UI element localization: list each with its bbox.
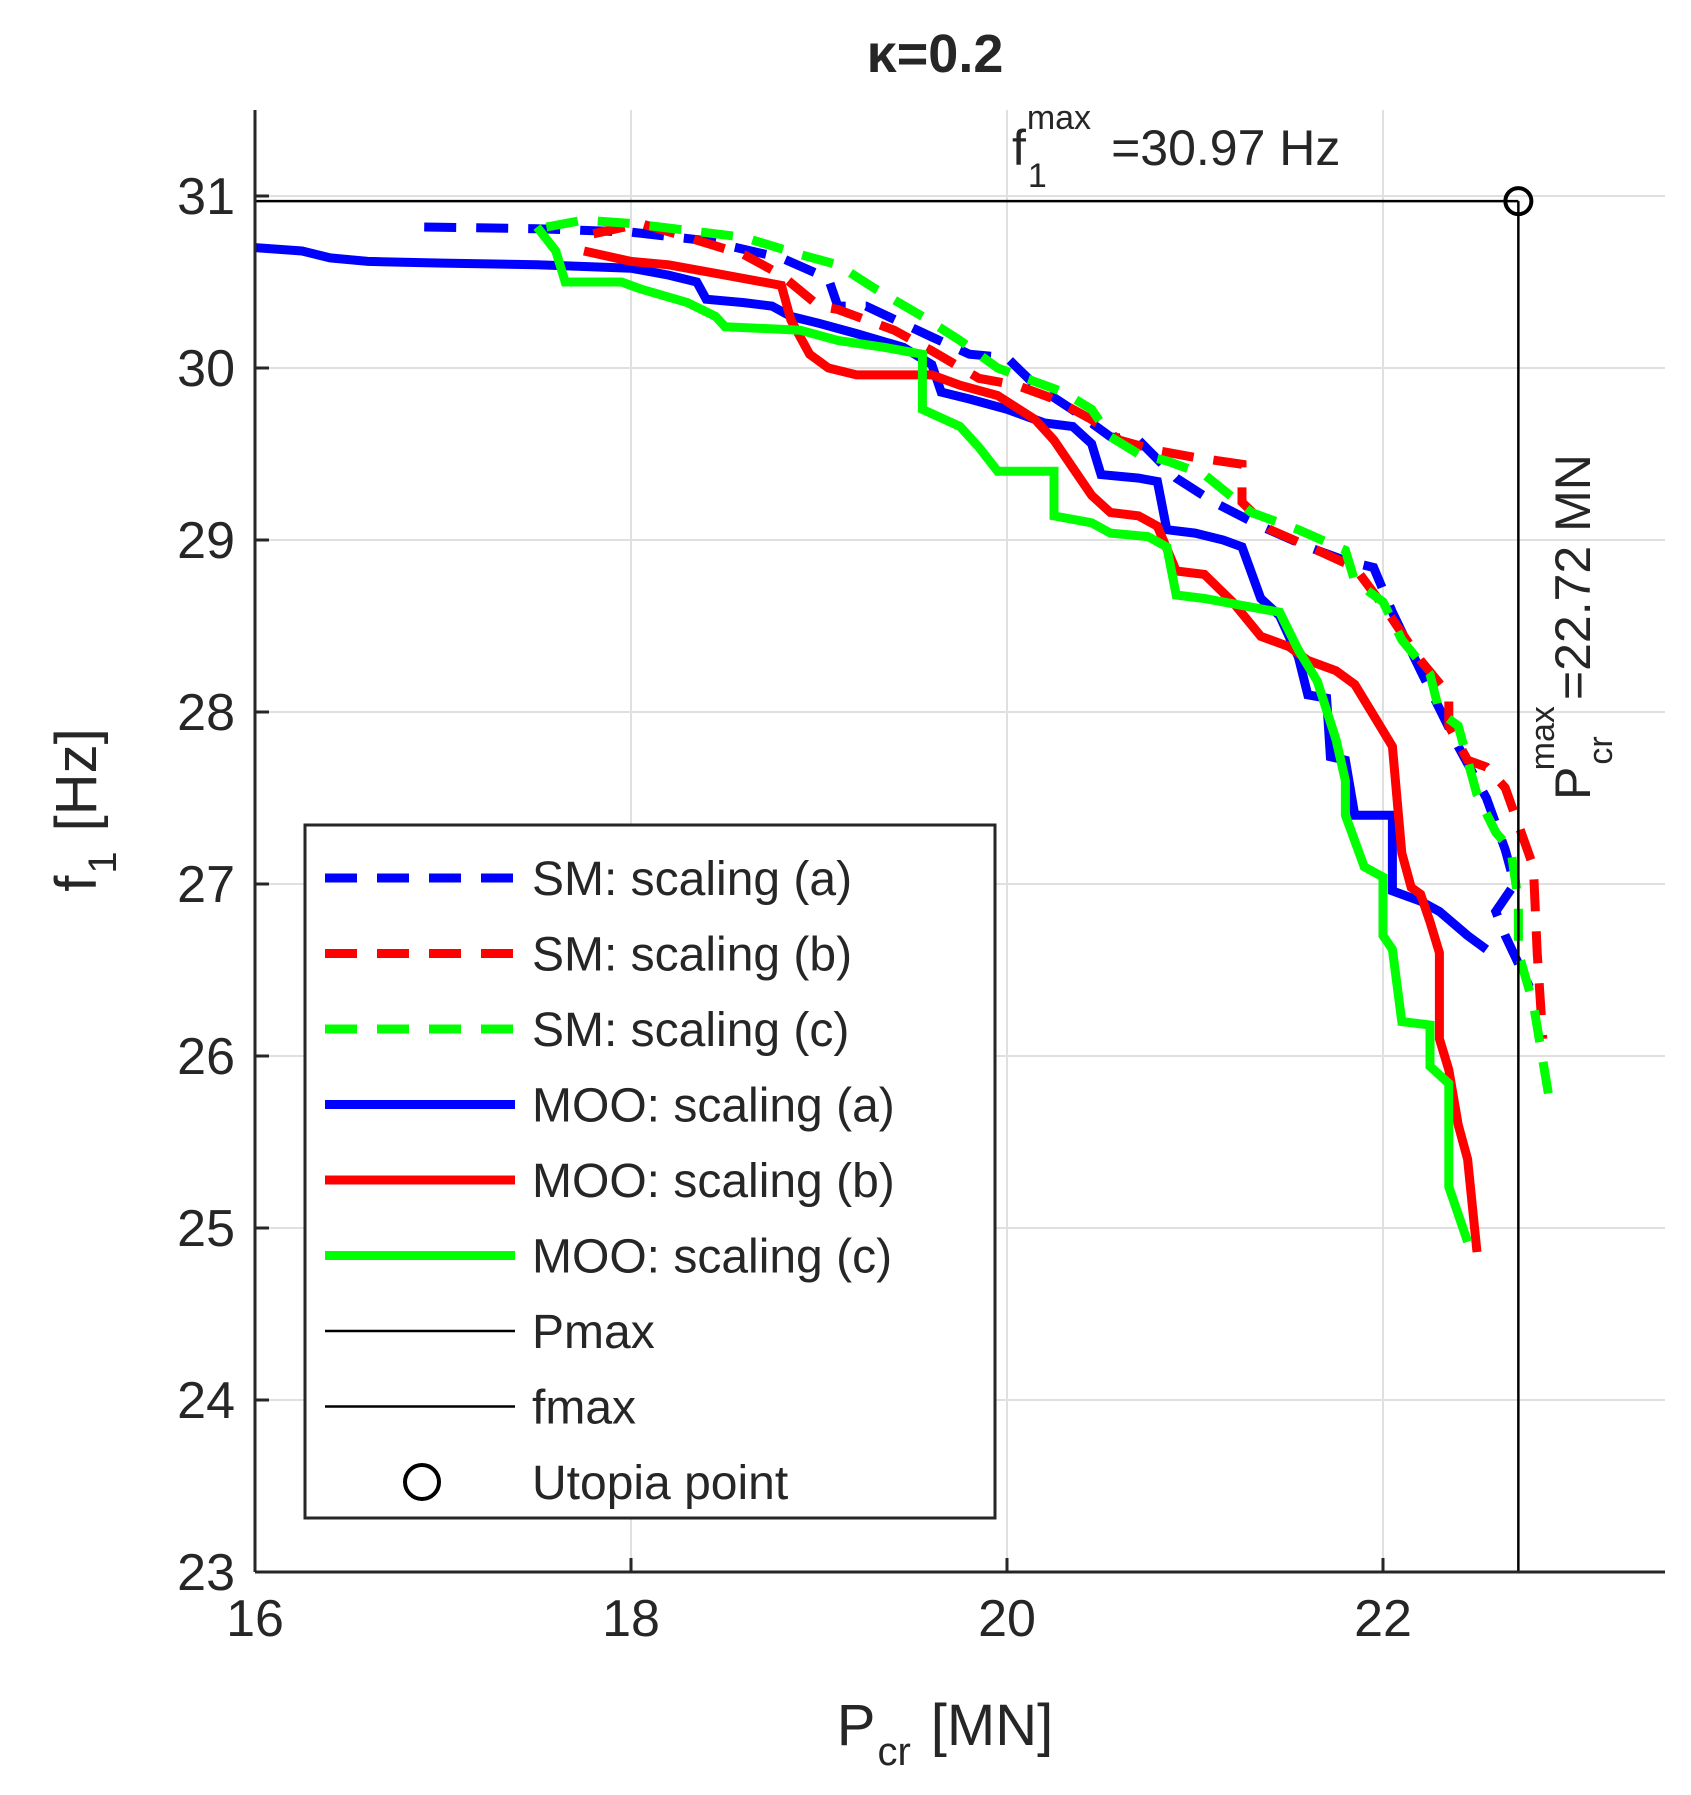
y-tick-label: 23 (177, 1544, 235, 1602)
y-tick-label: 24 (177, 1372, 235, 1430)
grid (255, 110, 1665, 1572)
reference-lines (255, 186, 1534, 1572)
utopia-point-marker (1503, 186, 1534, 217)
series-group (254, 215, 1553, 1253)
legend-label-5: MOO: scaling (b) (532, 1155, 895, 1208)
series-line-2 (592, 218, 1548, 1040)
legend: SM: scaling (a) SM: scaling (b) SM: scalin… (303, 823, 997, 1520)
x-tick-label: 18 (602, 1590, 660, 1648)
pmax-annotation: Pcrmax=22.72 MN (1524, 454, 1620, 800)
legend-label-1: SM: scaling (a) (532, 853, 852, 906)
legend-label-4: MOO: scaling (a) (532, 1080, 895, 1133)
x-axis-label: Pcr [MN] (837, 1693, 1053, 1774)
fmax-annotation: f1max=30.97 Hz (1012, 99, 1340, 195)
series-line-6 (533, 224, 1472, 1244)
y-tick-label: 27 (177, 856, 235, 914)
x-tick-label: 22 (1354, 1590, 1412, 1648)
y-tick-label: 26 (177, 1028, 235, 1086)
series-line-3 (545, 215, 1553, 1095)
legend-swatch-9 (403, 1463, 441, 1501)
x-tick-label: 16 (226, 1590, 284, 1648)
legend-label-7: Pmax (532, 1306, 655, 1359)
legend-box (303, 823, 997, 1520)
chart-title: κ=0.2 (867, 24, 1004, 84)
x-tick-label: 20 (978, 1590, 1036, 1648)
y-axis-label: f1[Hz] (44, 728, 125, 892)
y-tick-label: 25 (177, 1200, 235, 1258)
axes: 16 18 20 22 23 24 25 26 27 28 29 30 31 (177, 110, 1665, 1648)
y-tick-label: 30 (177, 340, 235, 398)
legend-label-8: fmax (532, 1382, 636, 1435)
series-line-5 (583, 246, 1482, 1253)
y-tick-label: 29 (177, 512, 235, 570)
legend-label-2: SM: scaling (b) (532, 929, 852, 982)
y-tick-label: 28 (177, 684, 235, 742)
legend-label-3: SM: scaling (c) (532, 1004, 849, 1057)
y-tick-label: 31 (177, 168, 235, 226)
legend-label-9: Utopia point (532, 1457, 788, 1510)
legend-label-6: MOO: scaling (c) (532, 1231, 892, 1284)
